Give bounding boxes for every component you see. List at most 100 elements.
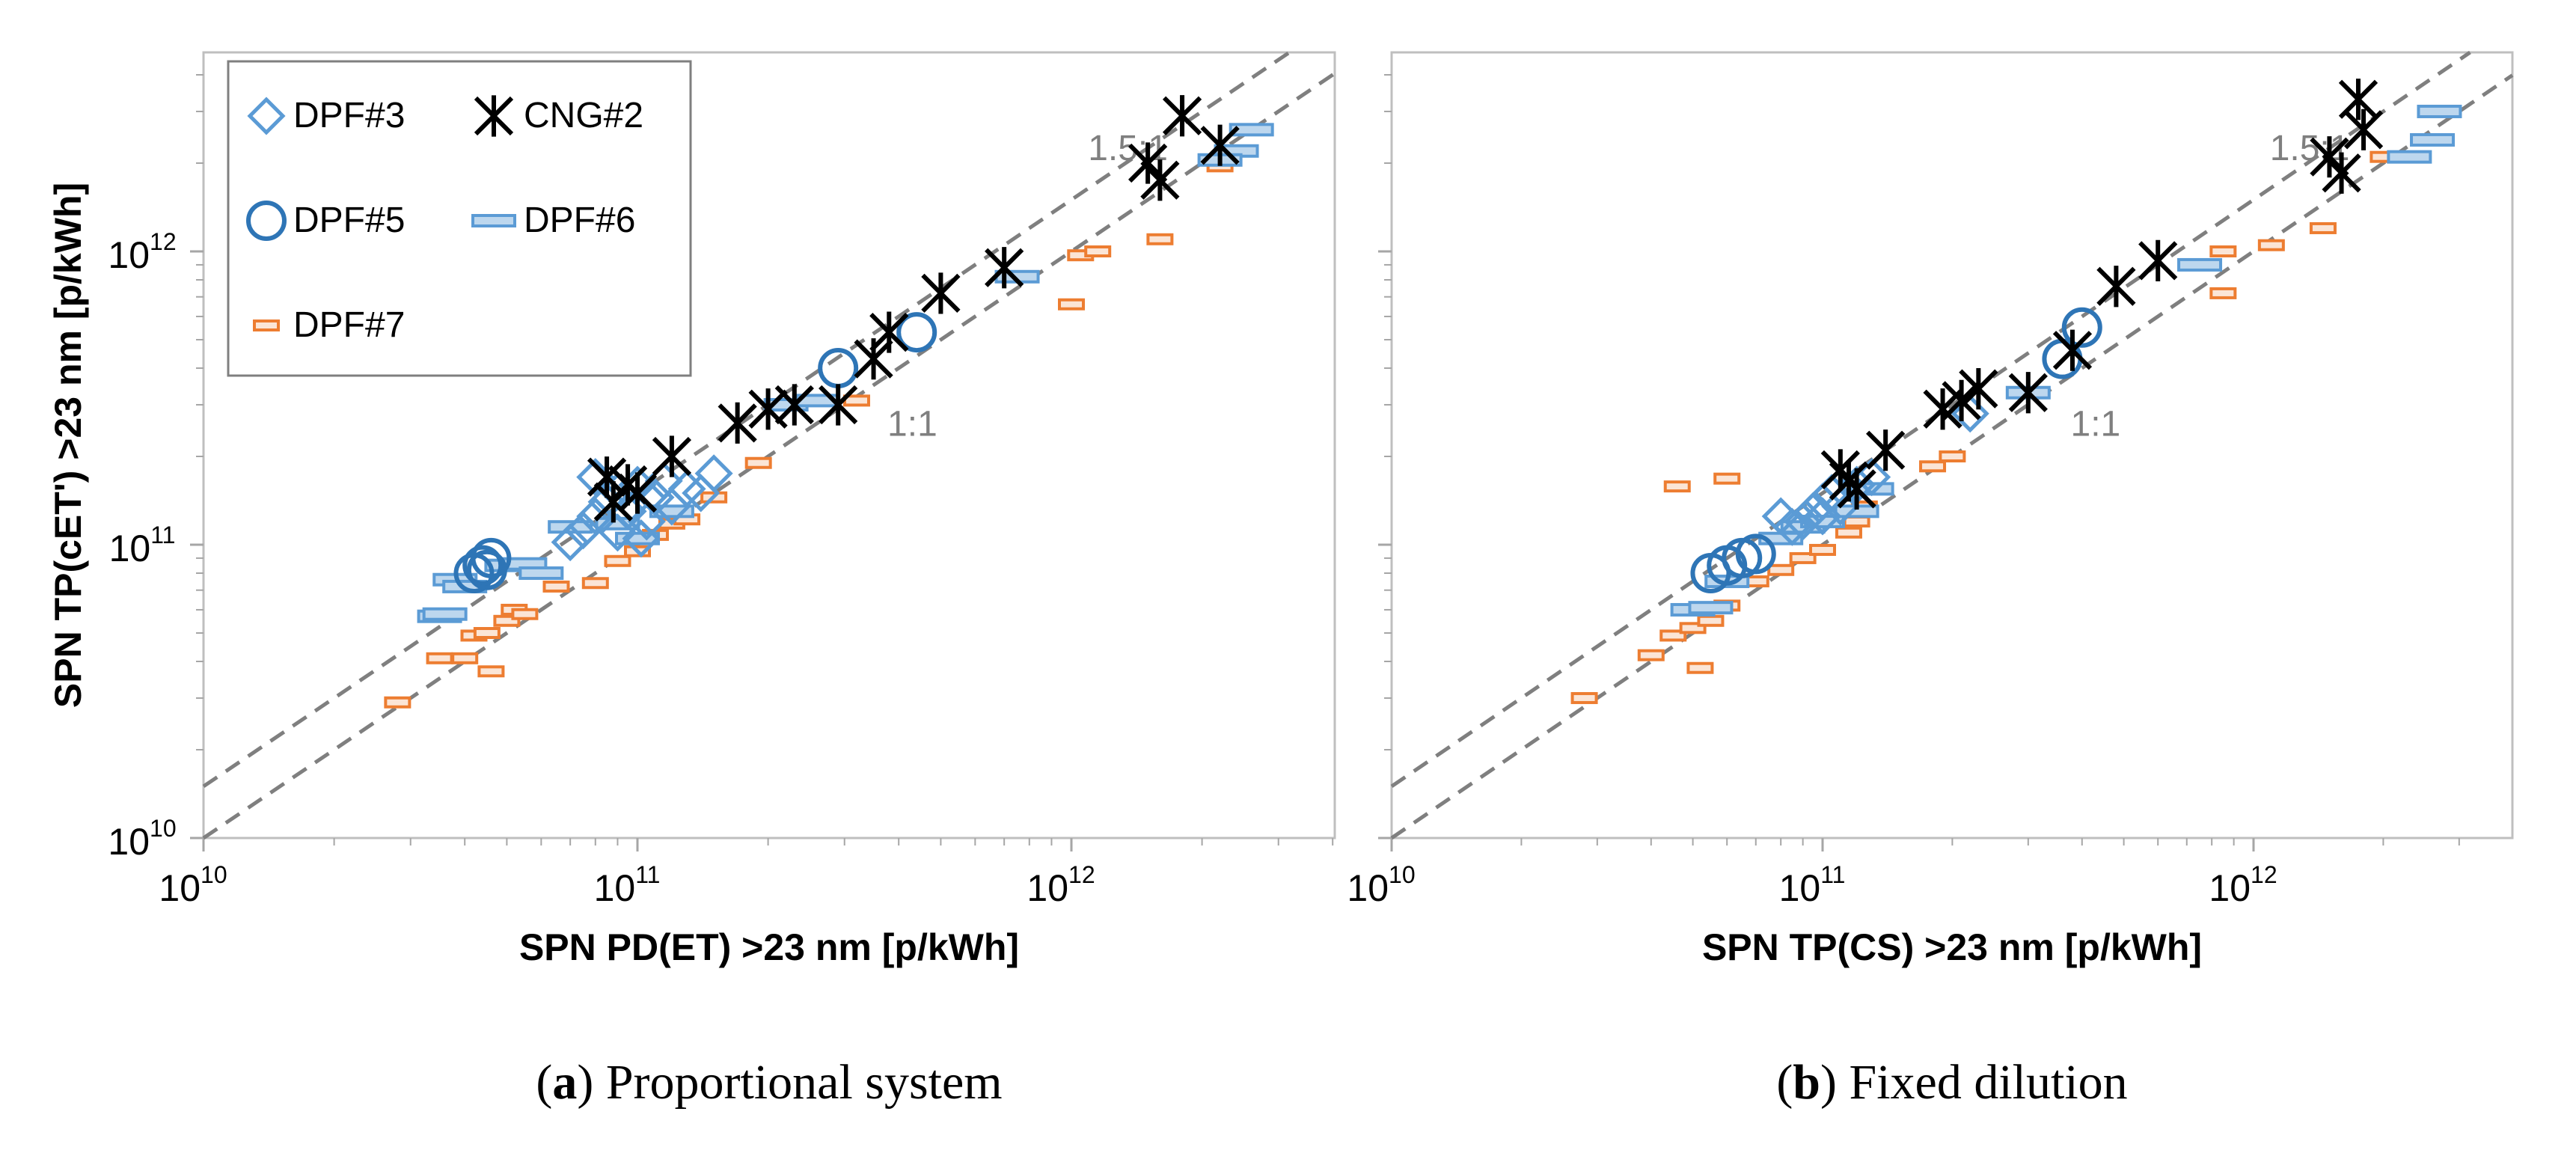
panel-a-point-dpf6-1 (422, 607, 468, 621)
legend-label-dpf3: DPF#3 (293, 96, 405, 135)
panel-a-point-cng2-9 (854, 338, 893, 380)
panel-a-point-dpf6-6 (518, 566, 564, 580)
caption-a: (a) Proportional system (536, 1055, 1002, 1110)
panel-a-x-tick-label-1: 1011 (594, 861, 661, 909)
panel-a-point-cng2-10 (869, 311, 909, 353)
panel-b-x-tick-exp-2: 12 (2251, 861, 2277, 888)
panel-a-point-cng2-11 (921, 272, 961, 314)
panel-b-point-dpf6-10 (2387, 150, 2432, 164)
panel-b-point-dpf3-9 (1951, 394, 1989, 433)
panel-b-x-tick-exp-1: 11 (1820, 861, 1845, 888)
panel-a-ref-label-15: 1.5:1 (1088, 129, 1168, 168)
panel-a-point-dpf7-19 (1058, 298, 1085, 311)
panel-a-point-cng2-4 (652, 435, 692, 477)
panel-a-point-cng2-0 (587, 456, 627, 498)
panel-a-ref-line-151 (202, 50, 1291, 789)
panel-a-point-dpf6-15 (1229, 123, 1274, 137)
caption-a-text: Proportional system (606, 1055, 1003, 1110)
panel-b-point-cng2-14 (2343, 108, 2384, 150)
panel-a-point-dpf7-9 (542, 580, 570, 593)
panel-a-point-dpf7-8 (511, 608, 539, 620)
panel-b-point-dpf7-13 (1835, 526, 1862, 539)
panel-a-point-dpf3-1 (563, 511, 603, 550)
panel-b-series-dpf5 (1690, 307, 2102, 593)
panel-b-x-tick-label-2: 1012 (2209, 861, 2277, 909)
panel-a-x-tick-label-0: 1010 (159, 861, 227, 909)
panel-a-x-tick-exp-1: 11 (635, 861, 660, 888)
caption-b-letter: b (1793, 1055, 1820, 1110)
panel-b-point-dpf7-2 (1659, 629, 1687, 642)
legend-label-dpf7: DPF#7 (293, 305, 405, 345)
panel-b-point-cng2-9 (2096, 266, 2136, 308)
panel-b-point-dpf7-5 (1697, 614, 1725, 627)
panel-b-point-dpf7-1 (1637, 649, 1665, 661)
legend-marker-dpf5 (246, 201, 287, 241)
panel-a-reference-lines: 1.5:1 1:1 (202, 50, 1336, 840)
legend-marker-dpf7 (253, 319, 280, 331)
panel-a-point-cng2-7 (774, 384, 814, 426)
panel-a-point-dpf7-4 (473, 627, 501, 640)
panel-b-series-dpf7 (1570, 150, 2397, 704)
panel-a-point-dpf7-11 (604, 554, 631, 567)
panel-a-point-cng2-5 (718, 402, 757, 444)
panel-b-series-cng2 (1820, 79, 2384, 510)
legend-marker-dpf6 (471, 214, 516, 227)
panel-b-point-dpf3-2 (1784, 502, 1823, 541)
panel-a-point-dpf3-15 (622, 519, 661, 558)
panel-a-x-axis-title: SPN PD(ET) >23 nm [p/kWh] (519, 926, 1019, 968)
panel-b-point-dpf3-10 (1803, 497, 1842, 536)
panel-a-point-dpf7-22 (1146, 233, 1174, 245)
panel-a-point-dpf5-1 (462, 545, 504, 586)
panel-b-point-dpf6-9 (2177, 257, 2223, 272)
caption-b-text: Fixed dilution (1850, 1055, 2128, 1110)
legend-marker-cng2 (474, 95, 514, 137)
legend-markers (246, 95, 516, 331)
panel-b-point-dpf6-12 (2417, 104, 2462, 118)
caption-a-letter: a (552, 1055, 577, 1110)
panel-a-x-tick-exp-0: 10 (201, 861, 227, 888)
panel-a-plot-area (202, 51, 1336, 840)
panel-a-point-dpf7-10 (581, 577, 609, 590)
panel-b-x-tick-label-1: 1011 (1779, 861, 1846, 909)
panel-b-point-cng2-5 (1942, 379, 1981, 421)
panel-b-point-cng2-7 (2008, 372, 2048, 414)
panel-a-point-dpf7-5 (477, 665, 505, 678)
legend: DPF#3 CNG#2 DPF#5 DPF#6 DPF#7 (227, 60, 692, 377)
panel-a-point-dpf3-7 (627, 502, 666, 541)
panel-a-point-cng2-16 (1200, 124, 1240, 166)
panel-b-point-dpf5-5 (2061, 307, 2102, 348)
panel-b-axes: 1010 1011 1012 (1347, 73, 2460, 909)
legend-label-cng2: CNG#2 (524, 96, 643, 135)
panel-a-point-cng2-3 (617, 472, 658, 514)
panel-a-point-dpf7-21 (1084, 245, 1112, 257)
panel-a-point-cng2-12 (985, 247, 1024, 289)
panel-a-point-dpf3-0 (551, 523, 590, 562)
panel-b-point-dpf7-10 (1767, 563, 1795, 576)
panel-a-point-dpf7-17 (744, 456, 772, 469)
legend-marker-dpf3 (247, 97, 286, 135)
panel-b-point-dpf7-18 (2209, 287, 2237, 299)
legend-box (227, 60, 692, 377)
panel-b-point-cng2-4 (1923, 388, 1962, 430)
panel-a-point-dpf7-1 (426, 652, 453, 664)
panel-a-y-tick-exp-1: 11 (150, 522, 175, 548)
panel-a-series-cng2 (587, 95, 1240, 523)
panel-a-ref-label-1: 1:1 (887, 405, 937, 444)
panel-b-point-dpf7-0 (1570, 691, 1598, 704)
panel-b-point-dpf7-14 (1843, 515, 1870, 528)
panel-a-point-cng2-14 (1140, 159, 1180, 201)
panel-a-ref-line-11 (202, 72, 1336, 840)
panel-a-y-tick-exp-2: 12 (150, 228, 177, 255)
panel-b-point-dpf3-6 (1821, 487, 1860, 526)
panel-b-point-cng2-3 (1866, 429, 1906, 471)
panel-a-point-cng2-8 (819, 384, 858, 426)
panel-b-point-dpf6-11 (2410, 132, 2456, 147)
panel-b-point-dpf7-20 (2257, 239, 2285, 251)
panel-b-point-cng2-10 (2138, 239, 2178, 281)
legend-label-dpf6: DPF#6 (524, 201, 635, 240)
panel-b-x-axis-title: SPN TP(CS) >23 nm [p/kWh] (1702, 926, 2202, 968)
panel-b-point-dpf7-4 (1686, 661, 1714, 674)
panel-a-x-tick-exp-2: 12 (1068, 861, 1095, 888)
panel-b-point-dpf7-16 (1919, 460, 1947, 473)
